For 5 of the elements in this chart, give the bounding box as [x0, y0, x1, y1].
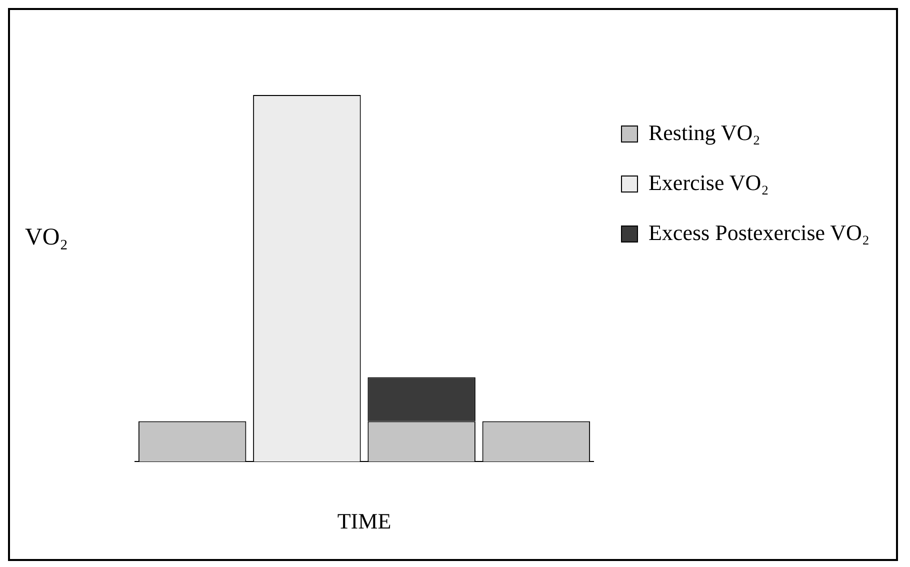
x-axis-title: TIME — [337, 508, 392, 534]
y-axis-title: VO₂ — [25, 224, 68, 251]
legend-label: Exercise VO₂ — [648, 170, 769, 195]
legend-label: Resting VO₂ — [648, 120, 760, 145]
legend-label: Excess Postexercise VO₂ — [648, 220, 870, 245]
